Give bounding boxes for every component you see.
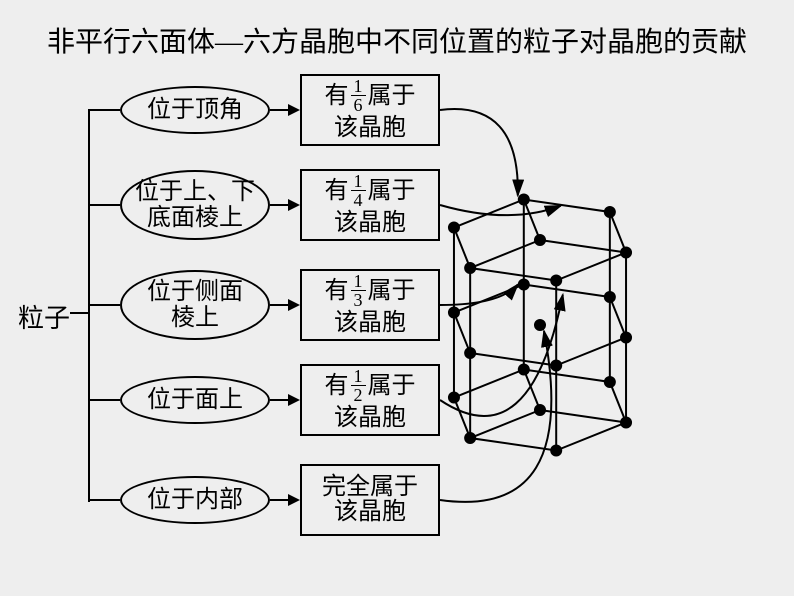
position-text: 位于内部 [147, 487, 243, 513]
arrow-head-icon [288, 299, 300, 311]
result-line1: 有16属于 [325, 79, 416, 116]
result-box: 有12属于该晶胞 [300, 364, 440, 436]
branch-line [88, 204, 120, 206]
arrow-line [270, 499, 290, 501]
result-line2: 该晶胞 [334, 116, 406, 141]
position-text: 棱上 [171, 305, 219, 331]
position-text: 位于顶角 [147, 97, 243, 123]
arrow-head-icon [288, 199, 300, 211]
root-label: 粒子 [18, 298, 70, 335]
arrow-head-icon [288, 494, 300, 506]
position-text: 位于侧面 [147, 279, 243, 305]
position-text: 位于上、下 [135, 179, 255, 205]
branch-line [88, 399, 120, 401]
trunk-root-h [70, 312, 90, 314]
result-box: 有14属于该晶胞 [300, 169, 440, 241]
arrow-head-icon [288, 104, 300, 116]
arrow-line [270, 399, 290, 401]
position-ellipse: 位于内部 [120, 476, 270, 524]
branch-line [88, 109, 120, 111]
result-line1: 有13属于 [325, 274, 416, 311]
result-line2: 该晶胞 [334, 311, 406, 336]
result-box: 有13属于该晶胞 [300, 269, 440, 341]
result-line2: 该晶胞 [334, 211, 406, 236]
result-line1: 有12属于 [325, 369, 416, 406]
position-text: 位于面上 [147, 387, 243, 413]
arrow-line [270, 304, 290, 306]
position-ellipse: 位于面上 [120, 376, 270, 424]
arrow-head-icon [288, 394, 300, 406]
trunk-vertical [88, 110, 90, 502]
position-text: 底面棱上 [147, 205, 243, 231]
result-box: 有16属于该晶胞 [300, 74, 440, 146]
branch-line [88, 499, 120, 501]
result-line2: 该晶胞 [334, 406, 406, 431]
arrow-line [270, 204, 290, 206]
page-title: 非平行六面体—六方晶胞中不同位置的粒子对晶胞的贡献 [0, 20, 794, 60]
result-box: 完全属于该晶胞 [300, 464, 440, 536]
position-ellipse: 位于顶角 [120, 86, 270, 134]
result-line1: 有14属于 [325, 174, 416, 211]
position-ellipse: 位于上、下底面棱上 [120, 170, 270, 240]
branch-line [88, 304, 120, 306]
position-ellipse: 位于侧面棱上 [120, 270, 270, 340]
arrow-line [270, 109, 290, 111]
